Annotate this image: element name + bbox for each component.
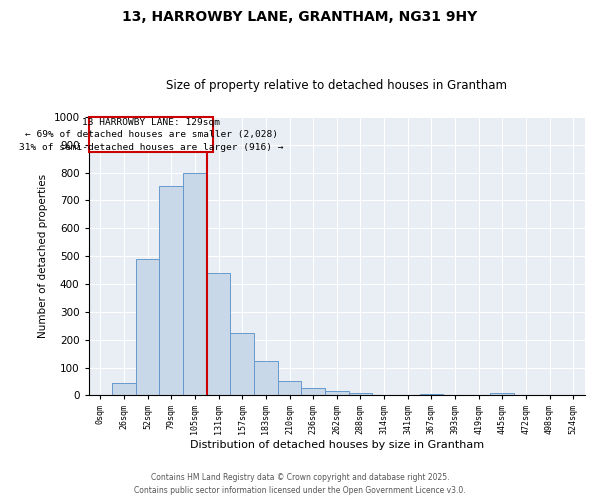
Bar	[278, 382, 301, 396]
Text: Contains HM Land Registry data © Crown copyright and database right 2025.
Contai: Contains HM Land Registry data © Crown c…	[134, 474, 466, 495]
Bar	[230, 332, 254, 396]
Bar	[349, 392, 372, 396]
Y-axis label: Number of detached properties: Number of detached properties	[38, 174, 48, 338]
Title: Size of property relative to detached houses in Grantham: Size of property relative to detached ho…	[166, 79, 507, 92]
Bar	[207, 273, 230, 396]
Bar	[136, 259, 160, 396]
Bar	[254, 360, 278, 396]
Bar	[112, 383, 136, 396]
Bar	[89, 117, 214, 152]
Bar	[160, 186, 183, 396]
X-axis label: Distribution of detached houses by size in Grantham: Distribution of detached houses by size …	[190, 440, 484, 450]
Text: 13, HARROWBY LANE, GRANTHAM, NG31 9HY: 13, HARROWBY LANE, GRANTHAM, NG31 9HY	[122, 10, 478, 24]
Bar	[301, 388, 325, 396]
Bar	[419, 394, 443, 396]
Bar	[183, 172, 207, 396]
Text: 13 HARROWBY LANE: 129sqm
← 69% of detached houses are smaller (2,028)
31% of sem: 13 HARROWBY LANE: 129sqm ← 69% of detach…	[19, 118, 283, 152]
Bar	[325, 391, 349, 396]
Bar	[490, 392, 514, 396]
